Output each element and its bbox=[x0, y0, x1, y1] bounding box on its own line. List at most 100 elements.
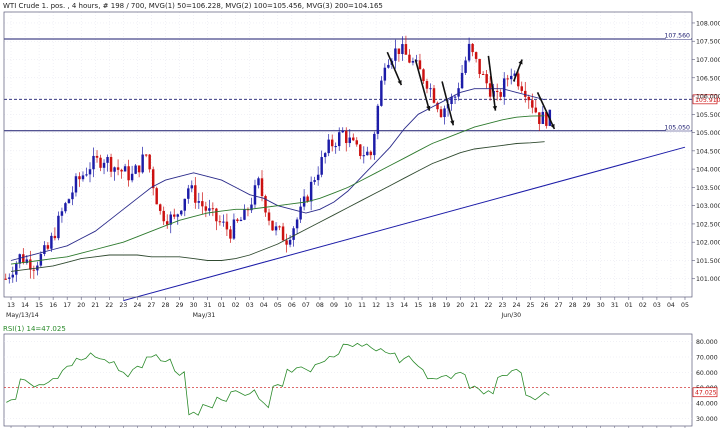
candle-body bbox=[95, 155, 99, 158]
candle-body bbox=[464, 60, 467, 73]
candle-body bbox=[323, 153, 327, 158]
candle-body bbox=[162, 210, 165, 222]
x-tick-label: 17 bbox=[63, 302, 71, 309]
candle-body bbox=[443, 108, 446, 118]
candle-body bbox=[225, 221, 229, 230]
candle-body bbox=[450, 96, 453, 105]
candle-body bbox=[15, 263, 18, 275]
candle-body bbox=[253, 185, 257, 205]
annotation-arrow bbox=[386, 51, 403, 86]
x-tick-label: 29 bbox=[176, 302, 184, 309]
y-tick-label: 103.000 bbox=[696, 203, 720, 210]
x-tick-label: 13 bbox=[386, 302, 394, 309]
current-price-box bbox=[692, 94, 718, 105]
x-tick-label: 23 bbox=[499, 302, 507, 309]
candle-body bbox=[18, 254, 22, 264]
y-tick-label: 104.000 bbox=[696, 167, 720, 174]
candle-body bbox=[144, 154, 148, 156]
x-tick-label: 14 bbox=[21, 302, 29, 309]
y-tick-label: 105.500 bbox=[696, 112, 720, 119]
candle-body bbox=[355, 140, 359, 145]
y-tick-label: 102.500 bbox=[696, 221, 720, 228]
moving-average-line bbox=[10, 141, 545, 272]
candle-body bbox=[60, 211, 64, 216]
y-tick-label: 103.500 bbox=[696, 185, 720, 192]
x-tick-label: 09 bbox=[330, 302, 338, 309]
annotation-arrow bbox=[536, 92, 556, 130]
candle-body bbox=[418, 60, 422, 70]
candle-body bbox=[151, 169, 155, 189]
candle-body bbox=[302, 196, 306, 207]
candle-layer bbox=[4, 35, 552, 284]
x-tick-label: 21 bbox=[470, 302, 478, 309]
candle-body bbox=[22, 254, 25, 263]
candle-body bbox=[158, 204, 162, 211]
candle-body bbox=[545, 111, 548, 126]
candle-body bbox=[425, 81, 429, 89]
candle-body bbox=[524, 90, 527, 97]
candle-body bbox=[457, 88, 460, 97]
x-tick-label: 18 bbox=[428, 302, 436, 309]
candle-body bbox=[57, 215, 60, 239]
candle-body bbox=[113, 167, 116, 172]
rsi-current-label: 47.025 bbox=[695, 390, 717, 397]
candle-body bbox=[165, 221, 169, 225]
candle-body bbox=[92, 155, 95, 170]
candle-body bbox=[369, 151, 373, 156]
date-label: May/13/14 bbox=[6, 312, 39, 319]
x-tick-label: 14 bbox=[400, 302, 408, 309]
x-tick-label: 02 bbox=[639, 302, 647, 309]
candle-body bbox=[534, 107, 538, 113]
rsi-tick-label: 30.000 bbox=[696, 416, 718, 423]
candle-body bbox=[64, 203, 67, 212]
x-tick-label: 10 bbox=[344, 302, 352, 309]
candle-body bbox=[264, 196, 267, 213]
y-tick-label: 105.000 bbox=[696, 130, 720, 137]
annotation-arrow-head bbox=[426, 105, 431, 111]
candle-body bbox=[201, 201, 204, 207]
candle-body bbox=[509, 75, 513, 80]
candle-body bbox=[74, 176, 78, 193]
x-tick-label: 31 bbox=[611, 302, 619, 309]
x-tick-label: 15 bbox=[35, 302, 43, 309]
candle-body bbox=[176, 214, 179, 217]
x-tick-label: 31 bbox=[204, 302, 212, 309]
x-tick-label: 24 bbox=[513, 302, 521, 309]
level-label: 105.050 bbox=[664, 124, 690, 131]
candle-body bbox=[330, 139, 334, 147]
candle-body bbox=[194, 185, 197, 203]
y-tick-label: 108.000 bbox=[696, 20, 720, 27]
candle-body bbox=[429, 88, 432, 90]
rsi-tick-label: 80.000 bbox=[696, 339, 718, 346]
x-tick-label: 30 bbox=[597, 302, 605, 309]
x-tick-label: 16 bbox=[49, 302, 57, 309]
y-tick-label: 101.000 bbox=[696, 276, 720, 283]
date-label: May/31 bbox=[193, 312, 216, 319]
y-tick-label: 106.500 bbox=[696, 75, 720, 82]
y-tick-label: 102.000 bbox=[696, 240, 720, 247]
x-tick-label: 01 bbox=[218, 302, 226, 309]
candle-body bbox=[460, 72, 464, 89]
candle-body bbox=[327, 139, 330, 154]
candle-body bbox=[471, 43, 474, 53]
level-label-bg bbox=[666, 32, 691, 40]
candle-body bbox=[281, 226, 285, 241]
candle-body bbox=[531, 100, 534, 108]
candle-body bbox=[43, 245, 46, 254]
x-tick-label: 27 bbox=[147, 302, 155, 309]
main-info-text: WTI Crude 1. pos. , 4 hours, # 198 / 700… bbox=[3, 2, 383, 10]
x-tick-label: 03 bbox=[246, 302, 254, 309]
candle-body bbox=[408, 54, 411, 63]
level-label-bg bbox=[666, 123, 691, 131]
candle-body bbox=[527, 96, 531, 101]
y-tick-label: 107.500 bbox=[696, 39, 720, 46]
candle-body bbox=[485, 74, 488, 84]
x-tick-label: 23 bbox=[119, 302, 127, 309]
candle-body bbox=[190, 185, 194, 189]
overlay-layer: 107.560 105.050 105.910 bbox=[4, 32, 720, 302]
x-tick-label: 21 bbox=[91, 302, 99, 309]
candle-body bbox=[169, 214, 172, 225]
candle-body bbox=[4, 278, 7, 280]
